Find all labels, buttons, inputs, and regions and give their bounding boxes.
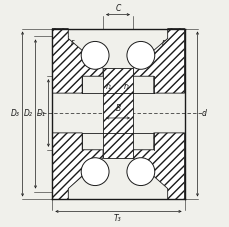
Polygon shape (52, 133, 103, 200)
Polygon shape (132, 133, 184, 200)
Circle shape (126, 42, 154, 69)
Text: r₁: r₁ (123, 82, 129, 91)
Polygon shape (52, 29, 103, 93)
Text: r: r (161, 38, 165, 47)
Polygon shape (132, 29, 184, 93)
Text: D₁: D₁ (36, 109, 45, 118)
Text: D₃: D₃ (11, 109, 19, 118)
Polygon shape (103, 68, 132, 158)
Text: C: C (115, 4, 120, 13)
Text: r: r (70, 38, 74, 47)
Text: r₁: r₁ (106, 82, 112, 91)
Text: d: d (201, 109, 205, 118)
Circle shape (126, 158, 154, 185)
Text: T₃: T₃ (114, 214, 121, 223)
Circle shape (81, 42, 109, 69)
Text: B: B (115, 104, 120, 113)
Text: D₂: D₂ (24, 109, 32, 118)
Circle shape (81, 158, 109, 185)
